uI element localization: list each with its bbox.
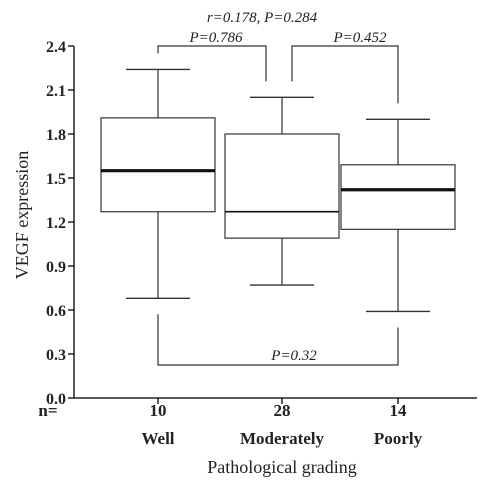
box-iqr	[100, 117, 216, 213]
n-label: n=	[38, 401, 57, 420]
p-value-well-moderately: P=0.786	[188, 30, 243, 46]
boxes	[100, 68, 456, 313]
n-value: 14	[390, 401, 408, 420]
box-iqr	[340, 164, 456, 230]
p-value-well-poorly: P=0.32	[270, 348, 317, 364]
y-tick-label: 1.8	[46, 127, 66, 144]
x-tick-label: Well	[141, 429, 174, 448]
bracket-moderately-poorly	[291, 45, 399, 104]
y-tick-label: 0.9	[46, 259, 66, 276]
bracket-well-moderately	[157, 45, 267, 82]
y-tick-label: 0.0	[46, 391, 66, 408]
bracket-well-poorly	[157, 314, 399, 366]
y-tick-label: 1.5	[46, 171, 66, 188]
y-tick-label: 0.3	[46, 347, 66, 364]
y-tick-label: 0.6	[46, 303, 66, 320]
p-value-moderately-poorly: P=0.452	[332, 30, 387, 46]
y-axis-label: VEGF expression	[12, 151, 32, 280]
n-value: 28	[274, 401, 291, 420]
y-tick-label: 1.2	[46, 215, 66, 232]
annotations: P=0.786 P=0.452 r=0.178, P=0.284 P=0.32	[157, 10, 399, 366]
x-axis-label: Pathological grading	[207, 457, 356, 477]
x-tick-label: Moderately	[240, 429, 325, 448]
y-tick-label: 2.4	[46, 39, 66, 56]
y-tick-label: 2.1	[46, 83, 66, 100]
correlation-label: r=0.178, P=0.284	[207, 10, 318, 26]
axes: 0.0 0.3 0.6 0.9 1.2 1.5 1.8 2.1 2.4 10 Well 28 Moder…	[46, 39, 477, 448]
box-iqr	[224, 133, 340, 239]
n-value: 10	[150, 401, 167, 420]
x-tick-label: Poorly	[374, 429, 423, 448]
